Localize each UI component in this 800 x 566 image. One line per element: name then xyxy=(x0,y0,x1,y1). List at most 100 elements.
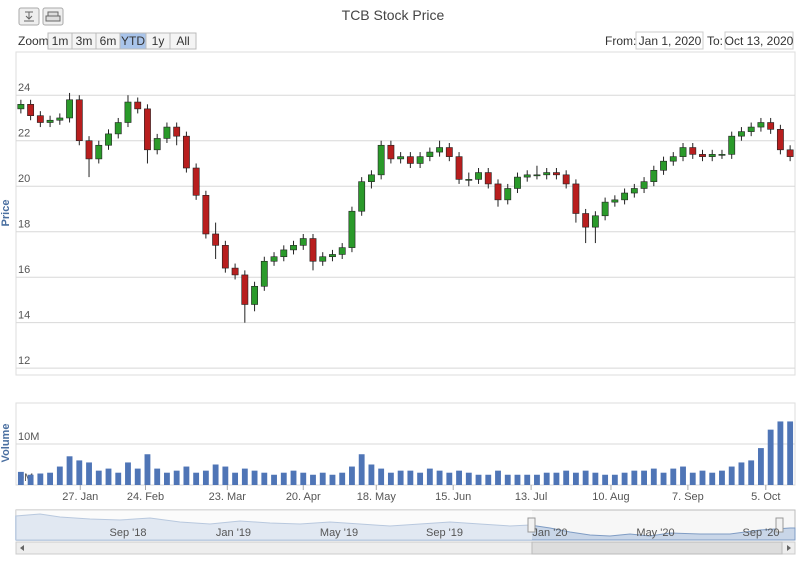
candle-body xyxy=(738,131,745,137)
candle-body xyxy=(260,260,268,287)
volume-bar xyxy=(105,468,112,485)
chart-title: TCB Stock Price xyxy=(342,7,445,23)
volume-bar xyxy=(680,466,686,485)
candle-body xyxy=(290,245,297,251)
volume-bar xyxy=(47,472,54,485)
volume-bar xyxy=(611,474,618,485)
candle-body xyxy=(251,285,258,305)
volume-bar xyxy=(358,454,365,485)
volume-bar xyxy=(329,474,336,485)
range-button[interactable] xyxy=(169,32,197,50)
volume-bar xyxy=(748,460,755,485)
x-tick-label: 15. Jun xyxy=(435,491,471,503)
navigator-label: May '20 xyxy=(636,527,674,539)
y-axis-title: Price xyxy=(0,200,12,227)
candle-body xyxy=(640,181,648,189)
volume-bar xyxy=(154,468,161,485)
range-button-label: 1y xyxy=(152,34,165,48)
volume-bar xyxy=(719,470,725,485)
x-tick-label: 7. Sep xyxy=(672,491,704,503)
volume-bar xyxy=(650,468,657,485)
price-frame xyxy=(15,51,796,376)
y-tick-label: 16 xyxy=(18,264,30,276)
candle-body xyxy=(75,99,83,142)
volume-bar xyxy=(134,468,141,485)
volume-bar xyxy=(183,466,190,485)
volume-bar xyxy=(524,474,531,485)
candle-body xyxy=(368,174,375,182)
candle-body xyxy=(757,122,765,128)
volume-bar xyxy=(193,472,200,485)
candle-body xyxy=(27,104,35,116)
candle-body xyxy=(465,179,473,181)
print-icon xyxy=(45,11,61,22)
to-label: To: xyxy=(707,34,723,48)
volume-bar xyxy=(368,464,375,485)
navigator-label: Jan '20 xyxy=(532,527,567,539)
navigator-handle[interactable] xyxy=(775,517,784,533)
to-input[interactable] xyxy=(724,31,794,50)
navigator-label: Sep '19 xyxy=(426,527,463,539)
volume-bar xyxy=(602,474,609,485)
y-tick-label: 12 xyxy=(18,355,30,367)
from-input[interactable] xyxy=(635,31,704,50)
range-button-label: 6m xyxy=(100,34,117,48)
candle-body xyxy=(611,199,619,203)
volume-bar xyxy=(689,472,696,485)
volume-bar xyxy=(495,470,501,485)
range-button-label: 3m xyxy=(76,34,93,48)
volume-bar xyxy=(232,472,239,485)
volume-bar xyxy=(757,448,764,485)
candle-body xyxy=(543,172,551,176)
volume-bar xyxy=(251,470,258,485)
volume-bar xyxy=(310,474,316,485)
from-label: From: xyxy=(605,34,636,48)
volume-bar xyxy=(514,474,521,485)
candle-body xyxy=(786,149,794,157)
volume-bar xyxy=(319,472,326,485)
x-tick-label: 13. Jul xyxy=(515,491,547,503)
candle-body xyxy=(66,99,73,119)
candle-body xyxy=(241,274,249,305)
scrollbar-thumb[interactable] xyxy=(531,541,783,555)
y-tick-label: 20 xyxy=(18,173,30,185)
volume-bar xyxy=(592,472,599,485)
candle-body xyxy=(221,245,229,269)
candle-body xyxy=(504,188,512,201)
x-tick-label: 5. Oct xyxy=(751,491,780,503)
volume-bar xyxy=(485,474,492,485)
volume-bar xyxy=(173,470,180,485)
candle-body xyxy=(455,156,463,180)
candle-body xyxy=(406,156,414,164)
candle-body xyxy=(747,126,755,132)
candle-body xyxy=(173,126,181,137)
volume-bar xyxy=(738,462,745,485)
volume-bar xyxy=(349,466,355,485)
volume-bar xyxy=(670,468,677,485)
candle-body xyxy=(124,101,132,123)
navigator-label: Sep '18 xyxy=(110,527,147,539)
candle-body xyxy=(319,256,327,262)
candle-body xyxy=(572,183,580,214)
candle-body xyxy=(144,108,151,151)
candle-body xyxy=(397,156,405,160)
candle-body xyxy=(621,192,629,201)
volume-bar xyxy=(164,472,170,485)
navigator-handle[interactable] xyxy=(527,517,536,533)
candle-body xyxy=(299,238,307,246)
volume-bar xyxy=(767,429,774,485)
candle-body xyxy=(562,174,570,185)
candle-body xyxy=(426,151,434,157)
volume-bar xyxy=(300,472,307,485)
volume-bar xyxy=(339,472,346,485)
volume-bar xyxy=(777,421,784,485)
volume-bar xyxy=(397,470,404,485)
candle-body xyxy=(17,104,25,110)
candle-body xyxy=(436,147,443,153)
range-button-label: All xyxy=(176,34,189,48)
volume-bar xyxy=(621,472,628,485)
navigator-label: Jan '19 xyxy=(216,527,251,539)
volume-bar xyxy=(86,462,92,485)
